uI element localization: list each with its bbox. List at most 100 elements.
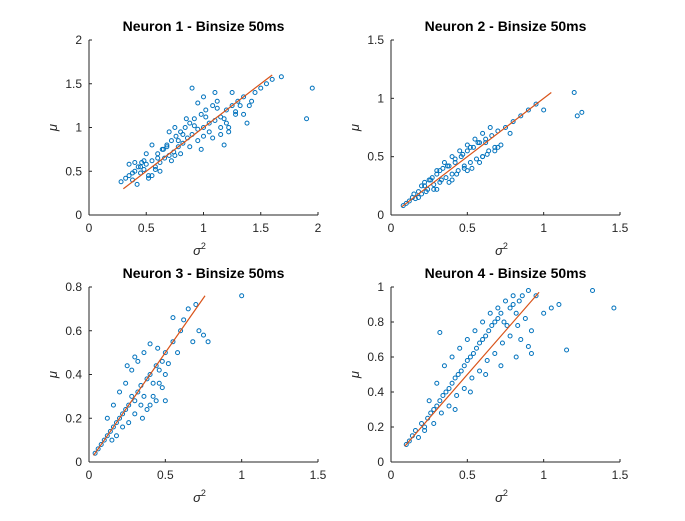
data-point [419,421,425,426]
data-point [571,90,577,95]
data-point [201,125,206,130]
data-point [533,101,539,107]
y-tick-label: 2 [75,33,82,47]
data-point [241,94,247,100]
data-point [214,98,220,104]
data-point [412,428,418,433]
x-tick-label: 1 [540,221,547,235]
data-point [172,125,178,130]
data-point [113,420,119,426]
x-axis-label: σ2 [495,488,508,505]
data-point [159,385,165,391]
data-point [457,148,463,154]
data-point [470,351,476,356]
data-point [193,302,199,307]
y-axis-label: μ [347,371,362,379]
data-point [198,111,204,117]
y-tick-label: 0 [75,455,82,469]
data-point [101,437,107,443]
data-point [483,140,489,146]
data-point [195,100,201,106]
y-tick-label: 1 [377,91,384,105]
data-point [406,438,412,444]
data-point [149,158,155,164]
data-point [464,148,470,154]
data-point [180,140,186,146]
data-point [443,175,449,181]
x-tick-label: 0 [86,468,93,482]
data-point [467,354,473,360]
data-point [441,363,447,369]
y-axis-label: μ [45,371,60,379]
data-point [218,132,224,137]
data-point [95,446,101,452]
data-point [304,116,310,122]
data-point [484,358,490,363]
data-point [123,380,129,386]
data-point [579,109,585,115]
data-point [564,347,570,353]
data-point [473,345,479,351]
data-point [487,125,493,130]
data-point [104,415,110,421]
data-point [449,171,455,177]
data-point [135,358,141,364]
data-point [214,105,220,111]
data-point [110,402,116,408]
data-point [415,435,421,440]
data-point [210,103,216,109]
data-point [438,410,444,416]
data-point [175,350,181,356]
data-point [467,160,473,165]
data-point [475,140,481,146]
data-point [461,386,467,391]
data-point [233,109,239,115]
data-point [233,111,239,117]
data-point [484,151,490,157]
data-point [518,113,524,119]
data-point [221,142,227,148]
data-point [135,389,141,395]
data-point [104,433,110,439]
data-point [498,363,504,369]
data-point [229,90,235,95]
data-point [143,151,149,157]
data-point [229,103,235,109]
y-tick-label: 1 [75,121,82,135]
x-tick-label: 1 [540,468,547,482]
data-point [172,153,178,158]
data-point [429,175,435,181]
data-point [113,433,119,439]
panel-title: Neuron 2 - Binsize 50ms [425,18,587,34]
data-point [423,189,429,195]
data-point [206,120,212,126]
data-point [206,129,212,135]
data-point [135,164,141,170]
data-point [147,341,153,347]
data-point [138,164,144,170]
data-point [141,158,147,164]
data-point [472,136,478,142]
data-point [525,344,531,349]
data-point [123,175,129,181]
data-point [134,181,140,187]
data-point [198,146,204,152]
data-point [469,375,475,381]
data-point [438,177,444,183]
data-point [164,142,170,148]
data-point [507,333,513,339]
data-point [444,163,450,169]
data-point [455,372,461,377]
data-point [218,125,224,130]
x-axis-label-base: σ [193,243,202,258]
data-point [440,393,446,398]
reference-line [122,74,273,190]
data-point [246,103,252,109]
data-point [237,103,243,109]
data-point [441,160,447,165]
data-point [473,156,479,162]
data-point [446,163,452,169]
data-point [165,361,171,367]
data-point [522,316,528,321]
